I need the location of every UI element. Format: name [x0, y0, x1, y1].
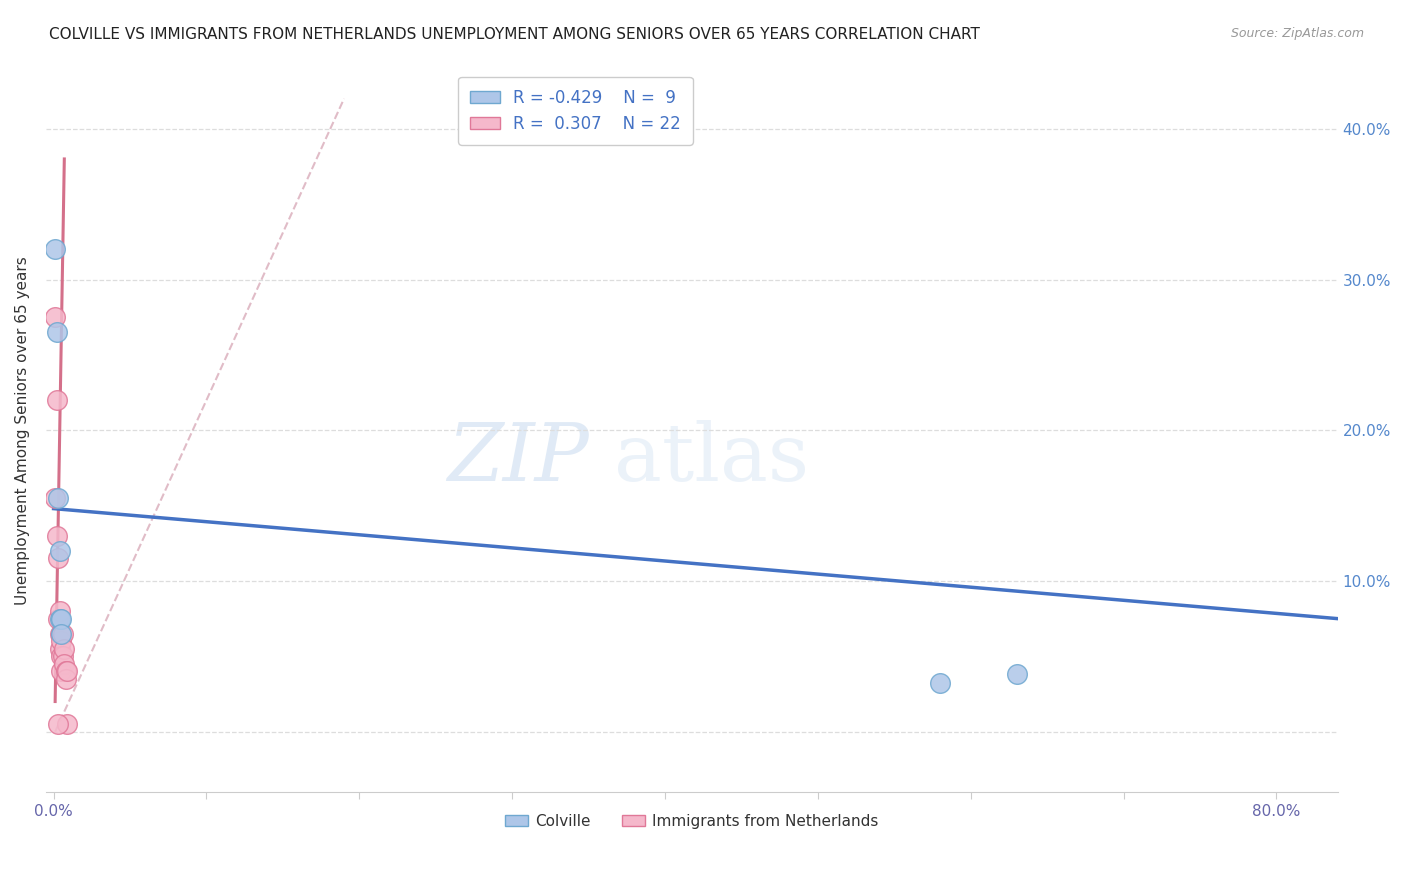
Point	[44, 491, 66, 505]
Point	[56, 717, 79, 731]
Point	[44, 243, 66, 257]
Point	[46, 551, 69, 566]
Legend: Colville, Immigrants from Netherlands: Colville, Immigrants from Netherlands	[499, 808, 884, 835]
Point	[55, 665, 77, 679]
Text: atlas: atlas	[614, 420, 810, 498]
Point	[48, 604, 70, 618]
Text: Source: ZipAtlas.com: Source: ZipAtlas.com	[1230, 27, 1364, 40]
Point	[45, 393, 67, 408]
Point	[51, 626, 73, 640]
Point	[53, 657, 76, 671]
Point	[929, 676, 952, 690]
Point	[48, 641, 70, 656]
Text: ZIP: ZIP	[447, 420, 589, 498]
Point	[1005, 667, 1028, 681]
Point	[46, 612, 69, 626]
Point	[51, 612, 73, 626]
Point	[55, 672, 77, 686]
Point	[48, 544, 70, 558]
Point	[53, 641, 76, 656]
Point	[45, 326, 67, 340]
Point	[45, 529, 67, 543]
Point	[48, 626, 70, 640]
Point	[51, 665, 73, 679]
Point	[51, 649, 73, 664]
Point	[46, 717, 69, 731]
Point	[46, 491, 69, 505]
Text: COLVILLE VS IMMIGRANTS FROM NETHERLANDS UNEMPLOYMENT AMONG SENIORS OVER 65 YEARS: COLVILLE VS IMMIGRANTS FROM NETHERLANDS …	[49, 27, 980, 42]
Point	[52, 626, 75, 640]
Point	[44, 310, 66, 325]
Y-axis label: Unemployment Among Seniors over 65 years: Unemployment Among Seniors over 65 years	[15, 256, 30, 605]
Point	[48, 612, 70, 626]
Point	[52, 649, 75, 664]
Point	[51, 634, 73, 648]
Point	[51, 626, 73, 640]
Point	[56, 665, 79, 679]
